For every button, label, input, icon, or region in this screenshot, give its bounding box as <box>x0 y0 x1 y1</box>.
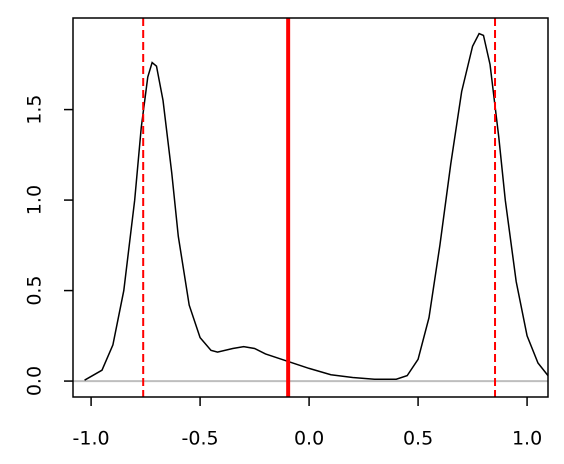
y-tick-label: 1.0 <box>24 185 46 215</box>
x-tick-label: 1.0 <box>512 428 542 450</box>
x-tick-label: -0.5 <box>182 428 219 450</box>
y-tick-label: 1.5 <box>24 94 46 124</box>
x-tick-label: 0.0 <box>294 428 324 450</box>
y-tick-label: 0.5 <box>24 275 46 305</box>
x-tick-label: -1.0 <box>73 428 110 450</box>
y-tick-label: 0.0 <box>24 366 46 396</box>
x-tick-label: 0.5 <box>403 428 433 450</box>
plot-frame <box>72 17 549 398</box>
density-line <box>84 32 549 381</box>
